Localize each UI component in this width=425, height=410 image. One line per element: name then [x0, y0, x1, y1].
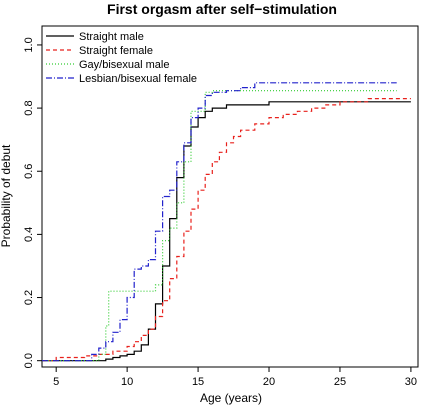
x-tick-label: 20	[263, 376, 275, 388]
plot-area-frame	[41, 25, 419, 368]
series-line-straight-male	[42, 101, 411, 362]
x-tick-label: 15	[192, 376, 204, 388]
x-tick-label: 25	[334, 376, 346, 388]
legend-box	[44, 28, 197, 86]
legend-label-lesbian-bisexual-female: Lesbian/bisexual female	[79, 73, 197, 85]
chart-title: First orgasm after self−stimulation	[107, 1, 337, 17]
legend-label-straight-female: Straight female	[79, 45, 153, 57]
y-axis-label: Probability of debut	[0, 144, 13, 247]
x-tick-label: 30	[405, 376, 417, 388]
series-line-straight-female	[42, 98, 411, 362]
y-tick-label: 0.4	[23, 227, 35, 242]
x-tick-label: 5	[53, 376, 59, 388]
y-tick-label: 0.6	[23, 164, 35, 179]
y-tick-label: 0.0	[23, 353, 35, 368]
x-axis-label: Age (years)	[200, 391, 262, 405]
y-tick-label: 1.0	[23, 37, 35, 52]
legend: Straight male Straight female Gay/bisexu…	[44, 28, 197, 86]
series-line-gay-bisexual-male	[42, 90, 397, 362]
y-tick-label: 0.2	[23, 290, 35, 305]
legend-label-gay-bisexual-male: Gay/bisexual male	[79, 59, 170, 71]
y-axis: 0.0 0.2 0.4 0.6 0.8 1.0	[23, 37, 42, 368]
legend-label-straight-male: Straight male	[79, 31, 144, 43]
x-tick-label: 10	[121, 376, 133, 388]
series-line-lesbian-bisexual-female	[42, 82, 397, 362]
series-layer	[42, 82, 411, 362]
y-tick-label: 0.8	[23, 100, 35, 115]
x-axis: 5 10 15 20 25 30	[53, 367, 417, 388]
